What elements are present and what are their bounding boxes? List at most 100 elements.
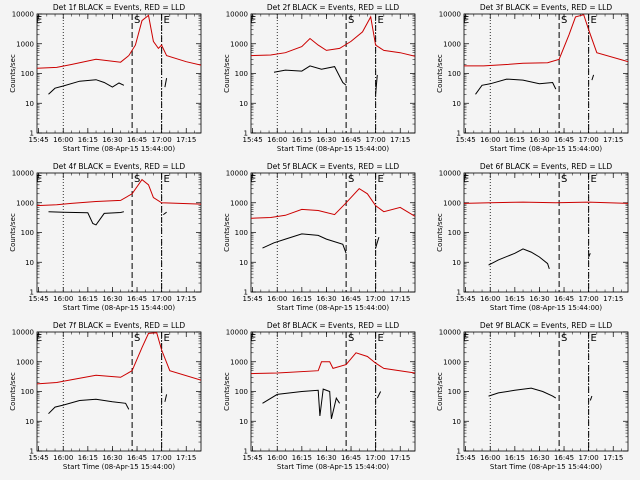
plot-frame — [463, 172, 629, 293]
series-line-1 — [376, 391, 382, 399]
x-tick-label: 17:00 — [152, 136, 172, 144]
series-group — [251, 15, 415, 95]
event-marker-label: E — [377, 15, 383, 26]
y-tick-label: 1 — [30, 448, 34, 456]
x-tick-label: 16:15 — [292, 454, 312, 462]
x-tick-label: 16:00 — [53, 295, 73, 303]
chart-title: Det 4f BLACK = Events, RED = LLD — [53, 162, 186, 171]
y-tick-label: 1000 — [443, 358, 461, 366]
x-tick-label: 17:00 — [579, 295, 599, 303]
series-group — [37, 14, 201, 95]
y-tick-label: 10000 — [12, 170, 34, 178]
y-tick-label: 1000 — [230, 40, 248, 48]
series-line-0 — [37, 14, 201, 69]
x-tick-label: 16:00 — [480, 136, 500, 144]
x-tick-label: 16:45 — [127, 454, 147, 462]
event-marker-label: S — [348, 174, 354, 185]
y-tick-label: 1000 — [16, 199, 34, 207]
y-tick-label: 10 — [239, 100, 248, 108]
y-tick-label: 100 — [448, 70, 461, 78]
y-tick-label: 1000 — [443, 199, 461, 207]
x-tick-label: 16:45 — [341, 295, 361, 303]
y-tick-label: 10000 — [226, 329, 248, 337]
series-line-1 — [164, 394, 168, 402]
series-line-1 — [48, 398, 130, 415]
x-tick-label: 16:30 — [529, 454, 549, 462]
event-marker-label: E — [377, 174, 383, 185]
y-tick-label: 100 — [448, 388, 461, 396]
x-tick-label: 17:00 — [366, 295, 386, 303]
x-tick-label: 16:30 — [529, 295, 549, 303]
plot-frame — [463, 331, 629, 452]
panel-det-3: Det 3f BLACK = Events, RED = LLD 1 10 100 10… — [436, 3, 629, 153]
event-marker-label: E — [377, 333, 383, 344]
series-line-0 — [464, 14, 628, 67]
series-line-1 — [588, 253, 591, 258]
event-marker-label: S — [134, 174, 140, 185]
x-tick-label: 16:15 — [505, 454, 525, 462]
y-tick-label: 1 — [30, 289, 34, 297]
plot-frame — [250, 172, 416, 293]
y-tick-label: 100 — [235, 388, 248, 396]
plot-frame — [463, 13, 629, 134]
y-tick-label: 1000 — [443, 40, 461, 48]
y-tick-label: 10 — [239, 259, 248, 267]
x-tick-label: 17:15 — [603, 454, 623, 462]
y-tick-label: 10000 — [12, 329, 34, 337]
x-axis-label: Start Time (08-Apr-15 15:44:00) — [490, 463, 602, 471]
x-tick-label: 16:00 — [53, 454, 73, 462]
y-axis-label: Counts/sec — [223, 54, 231, 93]
x-tick-label: 17:15 — [603, 295, 623, 303]
x-tick-label: 15:45 — [456, 295, 476, 303]
series-line-1 — [262, 388, 341, 420]
y-axis-label: Counts/sec — [223, 213, 231, 252]
y-tick-label: 10000 — [439, 170, 461, 178]
x-tick-label: 16:45 — [341, 454, 361, 462]
x-tick-label: 16:15 — [78, 295, 98, 303]
series-line-1 — [48, 79, 125, 95]
y-tick-label: 100 — [21, 229, 34, 237]
y-axis-label: Counts/sec — [436, 54, 444, 93]
x-axis-label: Start Time (08-Apr-15 15:44:00) — [490, 304, 602, 312]
plot-frame — [250, 13, 416, 134]
plot-frame — [36, 172, 202, 293]
chart-title: Det 3f BLACK = Events, RED = LLD — [480, 3, 613, 12]
x-tick-label: 15:45 — [243, 454, 263, 462]
plot-frame — [36, 331, 202, 452]
y-tick-label: 1 — [244, 130, 248, 138]
y-tick-label: 1000 — [230, 199, 248, 207]
y-tick-label: 1 — [457, 448, 461, 456]
series-line-1 — [163, 211, 167, 216]
x-tick-label: 15:45 — [29, 295, 49, 303]
chart-title: Det 2f BLACK = Events, RED = LLD — [267, 3, 400, 12]
y-tick-label: 10 — [25, 259, 34, 267]
x-tick-label: 17:15 — [390, 295, 410, 303]
x-tick-label: 17:15 — [390, 136, 410, 144]
y-axis-label: Counts/sec — [9, 372, 17, 411]
x-tick-label: 16:00 — [267, 454, 287, 462]
y-tick-label: 10 — [239, 418, 248, 426]
event-marker-label: E — [463, 15, 469, 26]
x-tick-label: 16:30 — [102, 295, 122, 303]
event-marker-label: S — [348, 333, 354, 344]
event-marker-label: E — [250, 174, 256, 185]
series-line-0 — [589, 395, 593, 401]
y-axis-label: Counts/sec — [436, 372, 444, 411]
event-marker-label: E — [590, 174, 596, 185]
y-tick-label: 1000 — [16, 40, 34, 48]
y-tick-label: 1 — [244, 289, 248, 297]
x-tick-label: 16:15 — [78, 454, 98, 462]
x-axis-label: Start Time (08-Apr-15 15:44:00) — [63, 463, 175, 471]
y-tick-label: 100 — [235, 70, 248, 78]
y-tick-label: 10 — [25, 418, 34, 426]
x-axis-label: Start Time (08-Apr-15 15:44:00) — [63, 145, 175, 153]
y-tick-label: 10 — [25, 100, 34, 108]
panel-det-4: Det 4f BLACK = Events, RED = LLD 1 10 100 10… — [9, 162, 202, 312]
x-tick-label: 16:45 — [554, 136, 574, 144]
x-tick-label: 17:00 — [579, 136, 599, 144]
panel-det-6: Det 6f BLACK = Events, RED = LLD 1 10 100 10… — [436, 162, 629, 312]
event-marker-label: S — [561, 174, 567, 185]
y-tick-label: 1000 — [230, 358, 248, 366]
